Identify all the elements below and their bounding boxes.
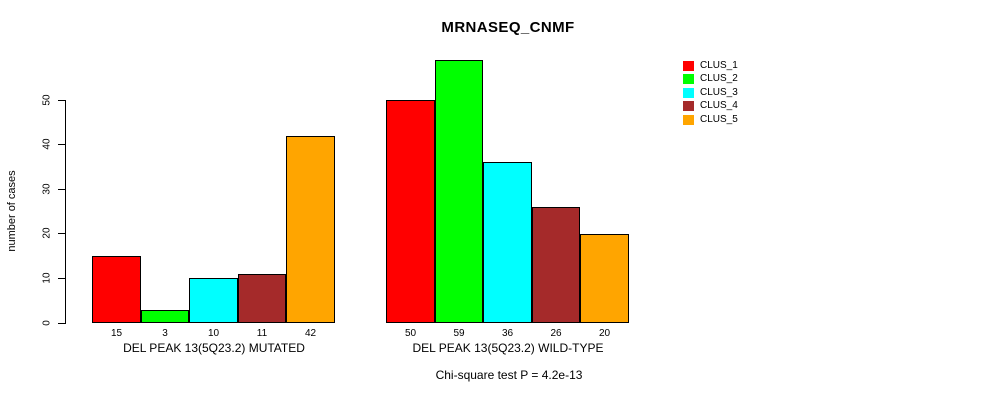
- y-tick: [58, 233, 65, 234]
- bar-value-label: 20: [598, 328, 611, 339]
- legend-label: CLUS_1: [700, 59, 738, 71]
- bar-clus_3-group2: [483, 162, 532, 323]
- bar-value-label: 3: [162, 328, 168, 339]
- legend-row: CLUS_1: [683, 59, 738, 73]
- y-tick-label: 20: [41, 227, 53, 239]
- y-axis-label: number of cases: [6, 170, 18, 252]
- bar-clus_5-group2: [580, 234, 629, 323]
- bar-clus_4-group2: [532, 207, 580, 323]
- chi-square-annotation: Chi-square test P = 4.2e-13: [435, 368, 583, 382]
- bar-clus_2-group2: [435, 60, 483, 323]
- legend-swatch-icon: [683, 114, 694, 125]
- group-label-wild-type: DEL PEAK 13(5Q23.2) WILD-TYPE: [412, 341, 604, 355]
- y-tick: [58, 100, 65, 101]
- y-tick: [58, 189, 65, 190]
- bar-value-label: 11: [256, 328, 268, 339]
- legend-label: CLUS_5: [700, 113, 738, 125]
- bar-value-label: 10: [207, 328, 220, 339]
- bar-value-label: 42: [304, 328, 317, 339]
- legend-swatch-icon: [683, 87, 694, 98]
- y-tick-label: 0: [41, 320, 53, 326]
- bar-value-label: 50: [404, 328, 417, 339]
- legend-label: CLUS_3: [700, 86, 738, 98]
- legend-label: CLUS_4: [700, 100, 738, 112]
- bar-clus_2-group1: [141, 310, 189, 323]
- legend-row: CLUS_4: [683, 100, 738, 114]
- legend-row: CLUS_2: [683, 73, 738, 87]
- legend-row: CLUS_3: [683, 86, 738, 100]
- legend-swatch-icon: [683, 101, 694, 112]
- legend-swatch-icon: [683, 60, 694, 71]
- bar-clus_1-group2: [386, 100, 435, 323]
- bar-clus_1-group1: [92, 256, 141, 323]
- bar-clus_5-group1: [286, 136, 335, 323]
- legend-row: CLUS_5: [683, 113, 738, 127]
- chart-title: MRNASEQ_CNMF: [441, 19, 575, 36]
- y-tick: [58, 144, 65, 145]
- y-axis-line: [65, 100, 66, 324]
- bar-value-label: 36: [501, 328, 514, 339]
- y-tick-label: 30: [41, 183, 53, 195]
- y-tick-label: 10: [41, 272, 53, 284]
- bar-value-label: 59: [453, 328, 465, 339]
- bar-clus_3-group1: [189, 278, 238, 323]
- bar-value-label: 26: [550, 328, 562, 339]
- y-tick: [58, 323, 65, 324]
- y-tick: [58, 278, 65, 279]
- legend-swatch-icon: [683, 74, 694, 85]
- group-label-mutated: DEL PEAK 13(5Q23.2) MUTATED: [123, 341, 305, 355]
- y-tick-label: 40: [41, 138, 53, 150]
- bar-value-label: 15: [110, 328, 123, 339]
- y-tick-label: 50: [41, 94, 53, 106]
- bar-clus_4-group1: [238, 274, 286, 323]
- legend-label: CLUS_2: [700, 73, 738, 85]
- legend: CLUS_1 CLUS_2 CLUS_3 CLUS_4 CLUS_5: [683, 59, 738, 127]
